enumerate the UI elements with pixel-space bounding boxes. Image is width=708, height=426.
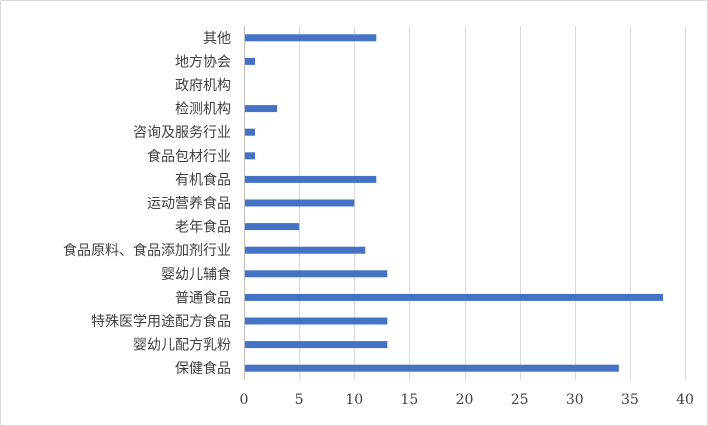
category-label: 食品原料、食品添加剂行业 bbox=[63, 242, 231, 259]
bar bbox=[244, 317, 388, 325]
bar bbox=[244, 105, 278, 113]
category-label: 检测机构 bbox=[175, 102, 231, 118]
x-tick-label: 20 bbox=[456, 392, 474, 408]
x-tick-label: 35 bbox=[621, 392, 639, 408]
bar bbox=[244, 364, 619, 372]
category-label: 政府机构 bbox=[175, 78, 231, 94]
bar bbox=[244, 34, 377, 42]
category-label: 其他 bbox=[203, 31, 231, 47]
bar bbox=[244, 341, 388, 349]
category-label: 食品包材行业 bbox=[147, 148, 231, 165]
bar bbox=[244, 223, 300, 231]
x-tick-label: 30 bbox=[566, 392, 584, 408]
category-label: 保健食品 bbox=[175, 360, 231, 377]
category-label: 有机食品 bbox=[175, 171, 231, 188]
x-tick-label: 25 bbox=[511, 392, 529, 408]
bar bbox=[244, 175, 377, 183]
x-tick-label: 10 bbox=[345, 392, 363, 408]
bar bbox=[244, 270, 388, 278]
category-label: 地方协会 bbox=[175, 54, 231, 70]
x-tick-label: 0 bbox=[240, 392, 249, 408]
bar bbox=[244, 199, 355, 207]
bar bbox=[244, 152, 255, 160]
x-tick-label: 15 bbox=[400, 392, 418, 408]
x-tick-label: 40 bbox=[676, 392, 694, 408]
bar bbox=[244, 57, 255, 65]
category-label: 运动营养食品 bbox=[147, 195, 231, 212]
x-tick-label: 5 bbox=[295, 392, 304, 408]
category-label: 婴幼儿配方乳粉 bbox=[133, 338, 231, 354]
bar bbox=[244, 128, 255, 136]
bar bbox=[244, 246, 366, 254]
category-label: 咨询及服务行业 bbox=[133, 125, 231, 141]
bar bbox=[244, 293, 663, 301]
category-label: 老年食品 bbox=[175, 219, 231, 236]
category-label: 普通食品 bbox=[175, 289, 231, 306]
category-label: 婴幼儿辅食 bbox=[161, 266, 231, 283]
category-label: 特殊医学用途配方食品 bbox=[91, 313, 231, 330]
